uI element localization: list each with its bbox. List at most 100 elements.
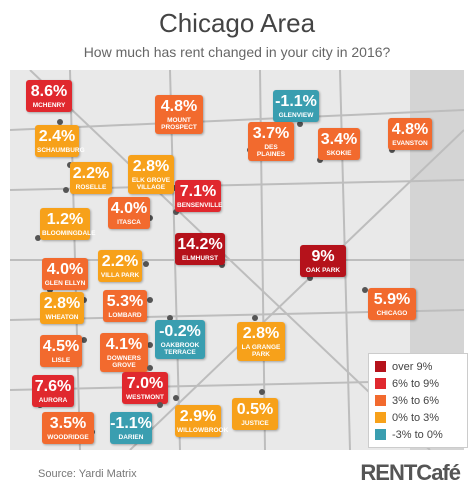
city-name: OAKBROOK TERRACE (160, 342, 200, 356)
city-name: BENSENVILLE (177, 202, 223, 209)
rent-change: 7.1% (179, 183, 217, 200)
rent-change: 3.5% (49, 415, 87, 432)
city-name: MCHENRY (32, 102, 66, 109)
city-name: EVANSTON (392, 140, 428, 147)
rent-change: 0.5% (236, 401, 274, 418)
legend: over 9% 6% to 9% 3% to 6% 0% to 3% -3% to 0% (368, 353, 468, 448)
rent-change: 2.8% (242, 325, 280, 342)
city-dot (143, 261, 149, 267)
city-dot (167, 315, 173, 321)
city-name: ROSELLE (75, 184, 107, 191)
city-callout: 4.5% LISLE (40, 335, 82, 367)
city-callout: 14.2% ELMHURST (175, 233, 225, 265)
rent-change: 3.4% (320, 131, 358, 148)
city-dot (63, 187, 69, 193)
title: Chicago Area (158, 8, 316, 38)
city-callout: 2.8% WHEATON (40, 292, 84, 324)
city-callout: 2.4% SCHAUMBURG (35, 125, 85, 157)
rent-change: 5.9% (373, 291, 411, 308)
rent-change: 9% (311, 248, 335, 265)
legend-label: -3% to 0% (392, 428, 443, 441)
city-dot (81, 297, 87, 303)
city-dot (173, 209, 179, 215)
city-callout: 3.7% DES PLAINES (248, 122, 294, 161)
city-name: MOUNT PROSPECT (161, 117, 197, 131)
city-dot (157, 402, 163, 408)
city-dot (173, 395, 179, 401)
rent-change: 4.1% (105, 336, 143, 353)
city-dot (307, 275, 313, 281)
rent-change: -1.1% (275, 93, 317, 110)
city-dot (147, 297, 153, 303)
city-name: CHICAGO (376, 310, 408, 317)
rent-change: 3.7% (252, 125, 290, 142)
city-name: LISLE (51, 357, 71, 364)
city-callout: 7.1% BENSENVILLE (175, 180, 223, 212)
rent-change: 1.2% (46, 211, 84, 228)
city-callout: 7.0% WESTMONT (122, 372, 168, 404)
legend-item: 0% to 3% (369, 409, 467, 426)
city-dot (35, 235, 41, 241)
city-dot (147, 215, 153, 221)
rent-change: 14.2% (177, 236, 223, 253)
city-name: AURORA (38, 397, 68, 404)
city-dot (389, 147, 395, 153)
city-name: WILLOWBROOK (177, 427, 229, 434)
rent-change: 4.0% (110, 200, 148, 217)
city-dot (147, 342, 153, 348)
city-dot (362, 287, 368, 293)
city-name: GLEN ELLYN (44, 280, 86, 287)
city-name: BLOOMINGDALE (42, 230, 96, 237)
legend-label: 6% to 9% (392, 377, 440, 390)
rent-change: 2.9% (179, 408, 217, 425)
city-name: DOWNERS GROVE (107, 355, 141, 369)
city-callout: 2.2% VILLA PARK (98, 250, 142, 282)
legend-label: 0% to 3% (392, 411, 440, 424)
city-name: SCHAUMBURG (37, 147, 85, 154)
city-dot (252, 315, 258, 321)
city-name: GLENVIEW (278, 112, 314, 119)
city-callout: 7.6% AURORA (32, 375, 74, 407)
city-callout: 5.3% LOMBARD (103, 290, 147, 322)
legend-item: over 9% (369, 358, 467, 375)
city-callout: 4.0% ITASCA (108, 197, 150, 229)
legend-swatch (375, 429, 386, 440)
rent-change: 4.8% (160, 98, 198, 115)
legend-item: -3% to 0% (369, 426, 467, 443)
city-dot (317, 157, 323, 163)
legend-item: 6% to 9% (369, 375, 467, 392)
city-name: WESTMONT (126, 394, 164, 401)
city-callout: 3.4% SKOKIE (318, 128, 360, 160)
city-callout: 2.8% LA GRANGE PARK (237, 322, 285, 361)
city-dot (81, 337, 87, 343)
city-dot (147, 365, 153, 371)
city-name: JUSTICE (241, 420, 269, 427)
city-callout: 4.8% MOUNT PROSPECT (155, 95, 203, 134)
city-name: SKOKIE (326, 150, 352, 157)
city-callout: 9% OAK PARK (300, 245, 346, 277)
rent-change: 8.6% (30, 83, 68, 100)
legend-swatch (375, 361, 386, 372)
subtitle: How much has rent changed in your city i… (83, 44, 391, 60)
city-dot (57, 119, 63, 125)
city-callout: 3.5% WOODRIDGE (42, 412, 94, 444)
city-dot (47, 287, 53, 293)
legend-swatch (375, 378, 386, 389)
rent-change: -0.2% (159, 323, 201, 340)
city-callout: 0.5% JUSTICE (232, 398, 278, 430)
rent-change: 4.5% (42, 338, 80, 355)
rent-change: 7.6% (34, 378, 72, 395)
city-name: WOODRIDGE (47, 434, 89, 441)
rent-change: 2.2% (72, 165, 110, 182)
city-callout: 2.2% ROSELLE (70, 162, 112, 194)
city-name: LA GRANGE PARK (241, 344, 281, 358)
city-callout: 4.0% GLEN ELLYN (42, 258, 88, 290)
city-dot (259, 389, 265, 395)
city-callout: -0.2% OAKBROOK TERRACE (155, 320, 205, 359)
rent-change: 4.8% (391, 121, 429, 138)
rent-change: 2.4% (38, 128, 76, 145)
city-name: WHEATON (45, 314, 79, 321)
city-name: OAK PARK (305, 267, 341, 274)
logo: RENTCafé (360, 460, 461, 485)
